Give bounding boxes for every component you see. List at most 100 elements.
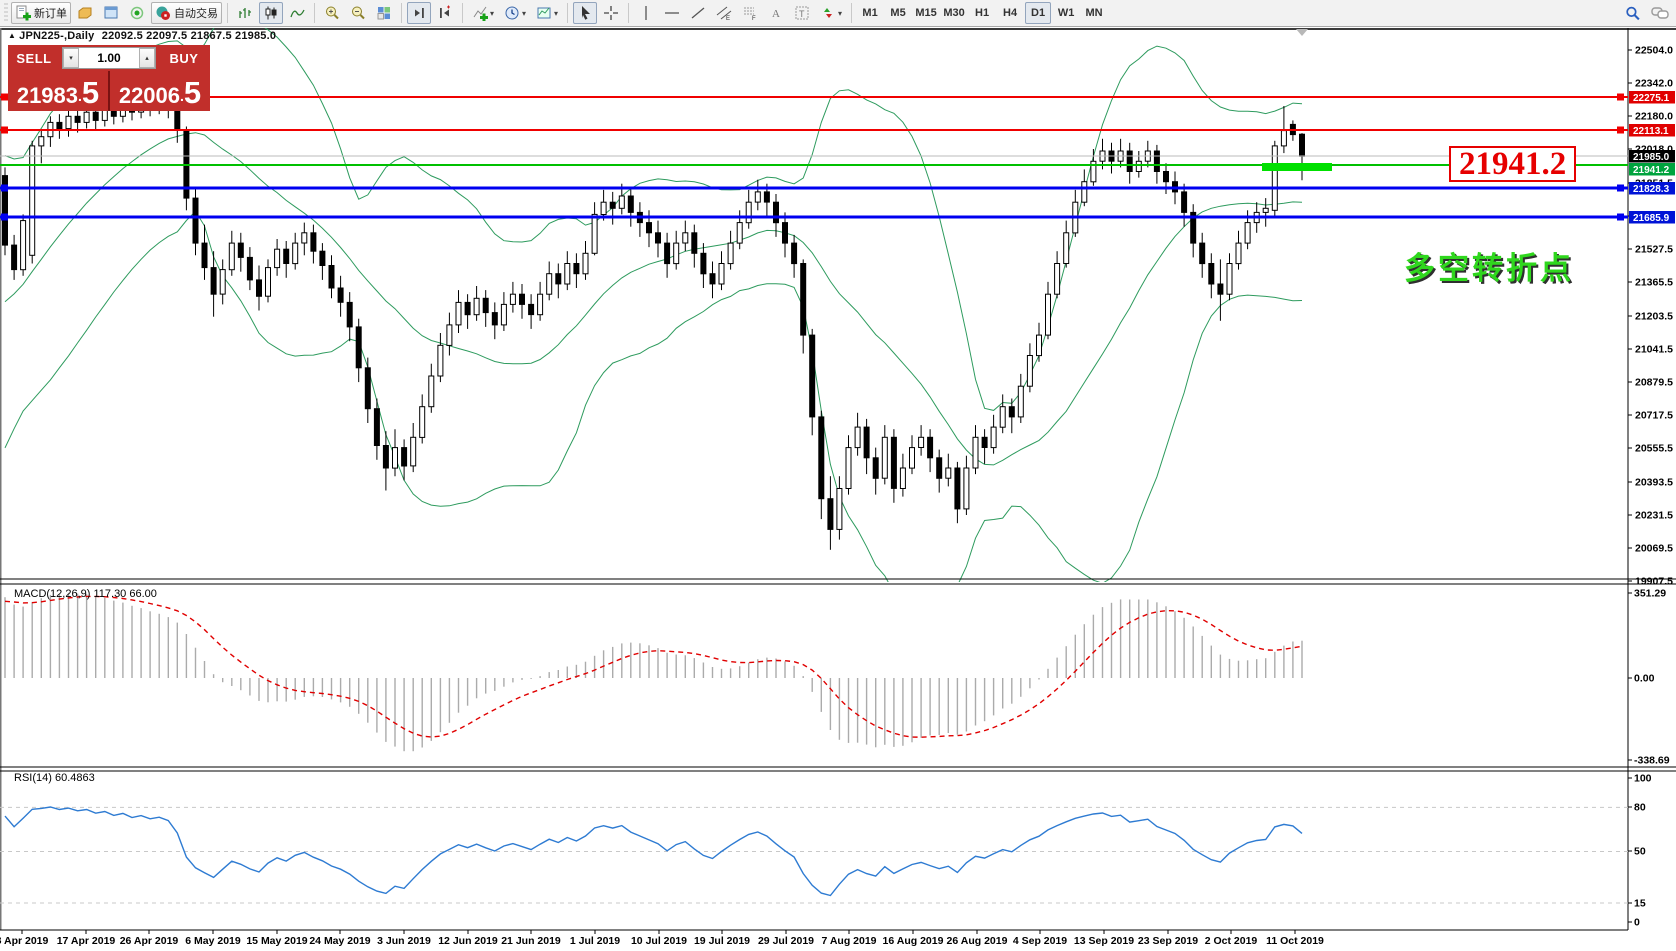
volume-increase-button[interactable]: ▴ — [139, 48, 155, 68]
line-handle — [1617, 93, 1624, 101]
svg-text:F: F — [752, 16, 756, 21]
symbol-period-label: JPN225-,Daily — [19, 30, 95, 42]
svg-text:22113.1: 22113.1 — [1633, 126, 1669, 137]
channel-button[interactable]: E — [712, 2, 736, 24]
tab-timeframe-M15[interactable]: M15 — [915, 7, 937, 19]
svg-text:0: 0 — [1634, 917, 1640, 929]
svg-text:-338.69: -338.69 — [1634, 755, 1670, 767]
vertical-line-icon — [645, 6, 647, 20]
search-button[interactable] — [1620, 2, 1645, 24]
volume-spinner: ▾ 1.00 ▴ — [60, 45, 158, 71]
signals-button[interactable] — [125, 2, 149, 24]
volume-up-icon: ▴ — [145, 55, 149, 62]
new-order-label: 新订单 — [34, 8, 67, 20]
new-order-icon — [16, 5, 31, 21]
svg-text:21985.0: 21985.0 — [1633, 152, 1670, 163]
line-handle — [1, 184, 8, 192]
tab-timeframe-D1[interactable]: D1 — [1025, 2, 1052, 24]
tab-timeframe-W1[interactable]: W1 — [1057, 7, 1075, 19]
main-price-panel — [0, 28, 1628, 582]
collapse-arrow-icon[interactable]: ▲ — [8, 31, 17, 40]
text-icon: A — [772, 8, 780, 20]
svg-text:22504.0: 22504.0 — [1635, 45, 1673, 57]
tile-windows-button[interactable] — [372, 2, 396, 24]
volume-decrease-button[interactable]: ▾ — [63, 48, 79, 68]
sell-price-pip: 5 — [81, 75, 100, 111]
svg-text:8 Apr 2019: 8 Apr 2019 — [0, 935, 49, 947]
search-icon — [1626, 6, 1640, 20]
fibonacci-button[interactable]: F — [738, 2, 762, 24]
tab-timeframe-H4[interactable]: H4 — [1003, 7, 1018, 19]
line-handle — [1, 126, 8, 134]
price-axis: 22504.022342.022180.022018.021851.521694… — [1628, 45, 1675, 929]
svg-text:10 Jul 2019: 10 Jul 2019 — [631, 935, 687, 947]
chat-button[interactable] — [1647, 2, 1673, 24]
line-chart-button[interactable] — [285, 2, 309, 24]
buy-button[interactable]: BUY — [158, 45, 210, 71]
chart-shift-button[interactable] — [433, 2, 457, 24]
price-callout-box[interactable]: 21941.2 — [1449, 146, 1577, 182]
indicators-button[interactable]: ▾ — [468, 2, 498, 24]
tab-timeframe-M5[interactable]: M5 — [890, 7, 906, 19]
svg-text:24 May 2019: 24 May 2019 — [309, 935, 370, 947]
periods-button[interactable]: ▾ — [500, 2, 530, 24]
price-badge — [1629, 124, 1675, 137]
chart-shift-marker — [1296, 29, 1308, 36]
buy-price[interactable]: 22006. 5 — [110, 71, 210, 111]
templates-button[interactable]: ▾ — [532, 2, 562, 24]
autotrading-button[interactable]: 自动交易 — [151, 2, 222, 24]
text-button[interactable]: A — [764, 2, 788, 24]
svg-text:13 Sep 2019: 13 Sep 2019 — [1074, 935, 1134, 947]
svg-text:26 Aug 2019: 26 Aug 2019 — [947, 935, 1008, 947]
volume-input[interactable]: 1.00 — [97, 51, 121, 65]
crosshair-button[interactable] — [599, 2, 623, 24]
toolbar-separator — [401, 3, 402, 23]
chat-icon — [1651, 7, 1669, 19]
price-badge — [1629, 163, 1675, 176]
svg-text:1 Jul 2019: 1 Jul 2019 — [570, 935, 620, 947]
chart-canvas[interactable]: 22504.022342.022180.022018.021851.521694… — [0, 27, 1676, 951]
macd-signal-line — [4, 595, 1303, 738]
svg-text:A: A — [772, 8, 780, 20]
tab-timeframe-MN[interactable]: MN — [1085, 7, 1103, 19]
bar-chart-button[interactable] — [233, 2, 257, 24]
svg-text:12 Jun 2019: 12 Jun 2019 — [438, 935, 498, 947]
line-handle — [1617, 184, 1624, 192]
zoom-in-button[interactable] — [320, 2, 344, 24]
autotrading-label: 自动交易 — [174, 8, 218, 20]
market-watch-button[interactable] — [99, 2, 123, 24]
svg-text:16 Aug 2019: 16 Aug 2019 — [883, 935, 944, 947]
vertical-line-button[interactable] — [634, 2, 658, 24]
svg-text:22180.0: 22180.0 — [1635, 111, 1673, 123]
tab-timeframe-H1[interactable]: H1 — [975, 7, 990, 19]
tab-timeframe-M30[interactable]: M30 — [943, 7, 965, 19]
svg-text:20231.5: 20231.5 — [1635, 510, 1673, 522]
bollinger-lower-band — [4, 210, 1303, 582]
zoom-out-button[interactable] — [346, 2, 370, 24]
candlestick-chart-button[interactable] — [259, 2, 283, 24]
template-icon — [537, 7, 551, 19]
cursor-button[interactable] — [573, 2, 598, 24]
horizontal-line-button[interactable] — [660, 2, 684, 24]
buy-price-main: 22006 — [118, 83, 181, 108]
svg-text:4 Sep 2019: 4 Sep 2019 — [1013, 935, 1067, 947]
chart-top-border — [0, 28, 1676, 30]
svg-text:20717.5: 20717.5 — [1635, 410, 1673, 422]
chart-title: ▲ JPN225-,Daily 22092.5 22097.5 21867.5 2… — [8, 30, 276, 42]
svg-text:19907.5: 19907.5 — [1635, 576, 1673, 588]
dropdown-arrow-icon: ▾ — [554, 8, 559, 18]
sell-price[interactable]: 21983. 5 — [8, 71, 108, 111]
profiles-button[interactable] — [73, 2, 97, 24]
line-handle — [1, 93, 8, 101]
rsi-line — [4, 806, 1303, 897]
turning-point-annotation[interactable]: 多空转折点 — [1404, 251, 1574, 286]
svg-text:E: E — [726, 16, 730, 21]
auto-scroll-button[interactable] — [407, 2, 431, 24]
new-order-button[interactable]: 新订单 — [11, 2, 71, 24]
sell-button[interactable]: SELL — [8, 45, 60, 71]
text-label-button[interactable]: T — [790, 2, 814, 24]
trendline-button[interactable] — [686, 2, 710, 24]
svg-text:3 Jun 2019: 3 Jun 2019 — [377, 935, 431, 947]
arrows-button[interactable]: ▾ — [816, 2, 846, 24]
tab-timeframe-M1[interactable]: M1 — [862, 7, 878, 19]
